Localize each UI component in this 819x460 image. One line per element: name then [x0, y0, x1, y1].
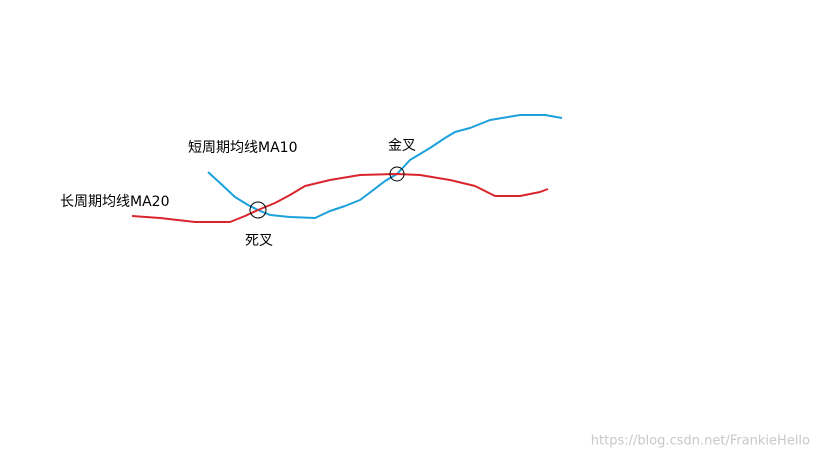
short-ma-curve — [207, 114, 563, 219]
golden-cross-marker — [389, 166, 405, 182]
long-ma-curve — [131, 173, 549, 223]
watermark: https://blog.csdn.net/FrankieHello — [591, 434, 810, 449]
short-ma-label: 短周期均线MA10 — [188, 140, 297, 156]
death-cross-label: 死叉 — [245, 233, 273, 249]
long-ma-label: 长周期均线MA20 — [60, 194, 169, 210]
death-cross-marker — [249, 201, 267, 219]
golden-cross-label: 金叉 — [388, 138, 416, 154]
